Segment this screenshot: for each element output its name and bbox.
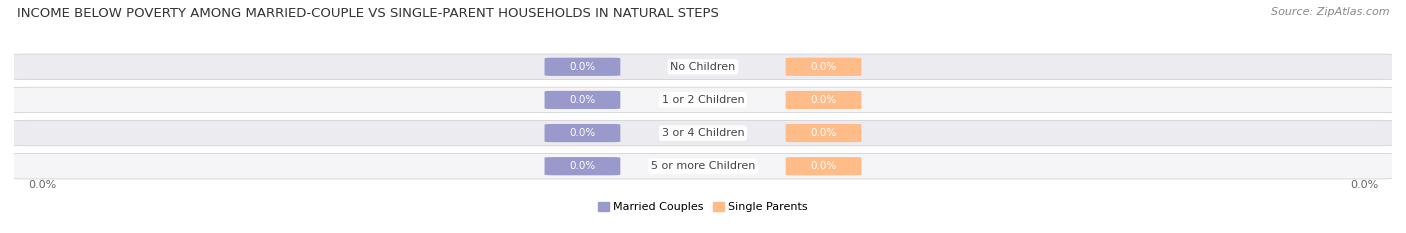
FancyBboxPatch shape xyxy=(544,91,620,109)
FancyBboxPatch shape xyxy=(786,58,862,76)
Legend: Married Couples, Single Parents: Married Couples, Single Parents xyxy=(598,202,808,212)
Text: INCOME BELOW POVERTY AMONG MARRIED-COUPLE VS SINGLE-PARENT HOUSEHOLDS IN NATURAL: INCOME BELOW POVERTY AMONG MARRIED-COUPL… xyxy=(17,7,718,20)
FancyBboxPatch shape xyxy=(11,120,1395,146)
FancyBboxPatch shape xyxy=(544,124,620,142)
Text: 3 or 4 Children: 3 or 4 Children xyxy=(662,128,744,138)
FancyBboxPatch shape xyxy=(544,58,620,76)
Text: 0.0%: 0.0% xyxy=(569,161,596,171)
Text: 0.0%: 0.0% xyxy=(569,62,596,72)
FancyBboxPatch shape xyxy=(544,157,620,175)
Text: 0.0%: 0.0% xyxy=(569,95,596,105)
Text: 0.0%: 0.0% xyxy=(1350,180,1378,190)
FancyBboxPatch shape xyxy=(11,87,1395,113)
Text: 0.0%: 0.0% xyxy=(810,161,837,171)
Text: 0.0%: 0.0% xyxy=(569,128,596,138)
Text: 5 or more Children: 5 or more Children xyxy=(651,161,755,171)
Text: Source: ZipAtlas.com: Source: ZipAtlas.com xyxy=(1271,7,1389,17)
FancyBboxPatch shape xyxy=(11,154,1395,179)
Text: 0.0%: 0.0% xyxy=(810,62,837,72)
Text: 0.0%: 0.0% xyxy=(28,180,56,190)
Text: No Children: No Children xyxy=(671,62,735,72)
FancyBboxPatch shape xyxy=(786,91,862,109)
Text: 1 or 2 Children: 1 or 2 Children xyxy=(662,95,744,105)
Text: 0.0%: 0.0% xyxy=(810,95,837,105)
FancyBboxPatch shape xyxy=(11,54,1395,79)
Text: 0.0%: 0.0% xyxy=(810,128,837,138)
FancyBboxPatch shape xyxy=(786,157,862,175)
FancyBboxPatch shape xyxy=(786,124,862,142)
